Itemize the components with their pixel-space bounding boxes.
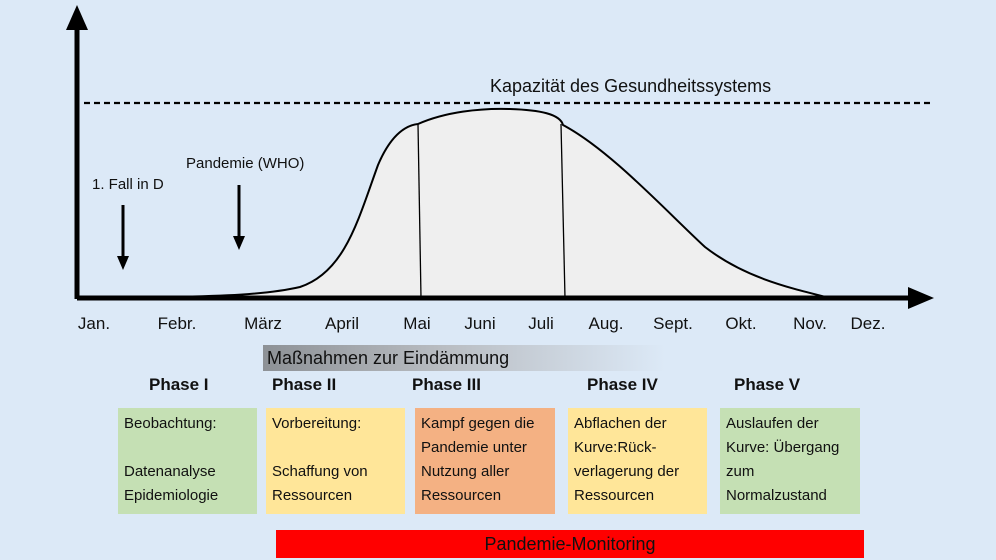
phase-5-title: Phase V (734, 375, 801, 394)
divider-line-july (560, 123, 566, 299)
month-label: Mai (403, 314, 431, 333)
first-case-label: 1. Fall in D (92, 176, 164, 193)
containment-measures-bar: Maßnahmen zur Eindämmung (263, 345, 665, 371)
phase-3-title: Phase III (412, 375, 481, 394)
phase-2-box: Vorbereitung: Schaffung von Ressourcen (266, 408, 405, 514)
first-case-arrow-head (117, 256, 129, 270)
phase-4-box: Abflachen der Kurve:Rück- verlagerung de… (568, 408, 707, 514)
pandemic-who-label: Pandemie (WHO) (186, 155, 305, 172)
phase-3-box: Kampf gegen die Pandemie unter Nutzung a… (415, 408, 555, 514)
month-label: Sept. (653, 314, 693, 333)
pandemic-monitoring-bar: Pandemie-Monitoring (276, 530, 864, 558)
phase-5-box: Auslaufen der Kurve: Übergang zum Normal… (720, 408, 860, 514)
epidemic-curve (79, 107, 831, 299)
phase-1-title: Phase I (149, 375, 209, 394)
phase-2-title: Phase II (272, 375, 337, 394)
divider-line-may (417, 123, 422, 299)
capacity-label: Kapazität des Gesundheitssystems (490, 76, 772, 96)
month-label: Okt. (725, 314, 757, 333)
month-label: Juni (464, 314, 496, 333)
month-label: März (244, 314, 282, 333)
month-label: Juli (528, 314, 554, 333)
phase-1-box: Beobachtung: Datenanalyse Epidemiologie (118, 408, 257, 514)
month-label: Febr. (157, 314, 197, 333)
month-label: Jan. (77, 314, 111, 333)
month-label: Aug. (588, 314, 624, 333)
month-label: Dez. (850, 314, 886, 333)
pandemic-arrow-head (233, 236, 245, 250)
month-label: April (324, 314, 360, 333)
x-axis-arrow (908, 287, 934, 309)
month-label: Nov. (793, 314, 827, 333)
y-axis-arrow (66, 5, 88, 30)
phase-4-title: Phase IV (587, 375, 658, 394)
